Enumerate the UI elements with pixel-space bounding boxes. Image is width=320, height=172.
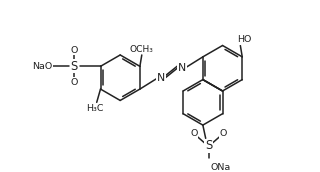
Text: O: O xyxy=(70,78,78,87)
Text: N: N xyxy=(178,63,186,73)
Text: N: N xyxy=(157,73,165,83)
Text: NaO: NaO xyxy=(32,62,52,71)
Text: O: O xyxy=(191,129,198,138)
Text: ONa: ONa xyxy=(211,163,231,172)
Text: H₃C: H₃C xyxy=(86,104,104,114)
Text: O: O xyxy=(70,46,78,55)
Text: S: S xyxy=(70,60,77,73)
Text: S: S xyxy=(205,139,212,152)
Text: O: O xyxy=(219,129,227,138)
Text: OCH₃: OCH₃ xyxy=(130,45,154,54)
Text: HO: HO xyxy=(237,35,251,44)
